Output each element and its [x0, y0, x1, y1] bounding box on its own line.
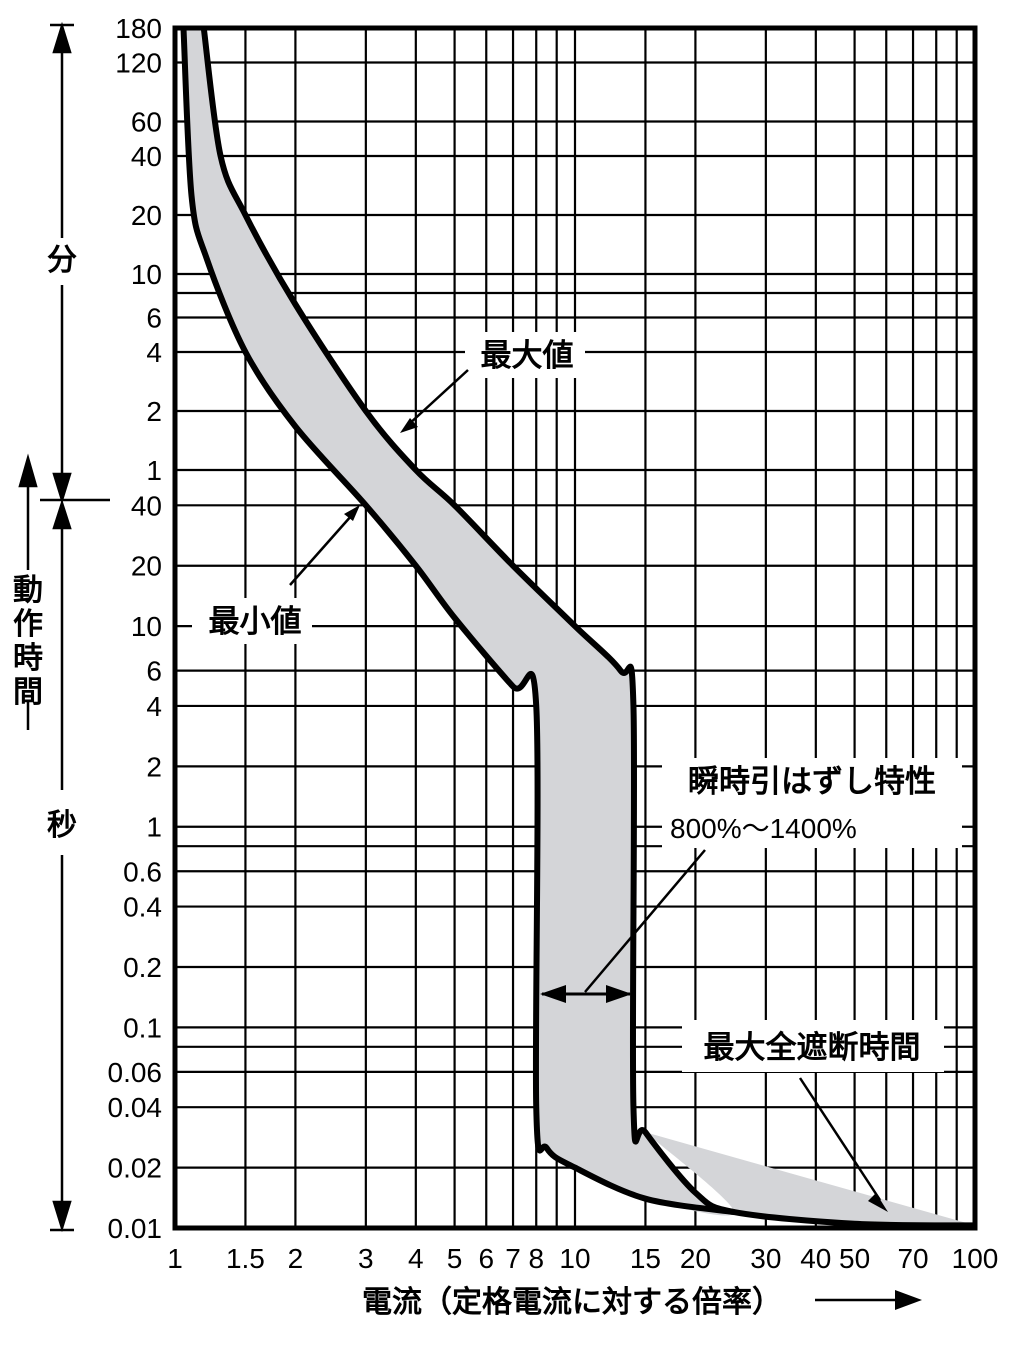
x-tick-label: 100 — [952, 1243, 999, 1274]
minutes-label: 分 — [47, 243, 77, 278]
x-axis-arrow — [815, 1290, 922, 1310]
plot-frame — [172, 25, 978, 1231]
x-tick-label: 30 — [750, 1243, 781, 1274]
y-unit-axis — [18, 21, 110, 1233]
y-tick-label: 0.1 — [123, 1012, 162, 1043]
y-tick-label: 6 — [146, 656, 162, 687]
y-tick-label: 40 — [131, 141, 162, 172]
annotation-instant: 瞬時引はずし特性 800%〜1400% — [540, 758, 962, 1003]
x-tick-label: 3 — [358, 1243, 374, 1274]
max-curve — [200, 27, 976, 1229]
x-tick-label: 7 — [505, 1243, 521, 1274]
y-tick-label: 1 — [146, 455, 162, 486]
y-tick-label: 0.06 — [108, 1057, 163, 1088]
x-tick-label: 1.5 — [226, 1243, 265, 1274]
y-tick-labels: 18012060402010642140201064210.60.40.20.1… — [108, 13, 163, 1244]
min-label: 最小値 — [209, 604, 302, 640]
x-axis-label: 電流（定格電流に対する倍率） — [362, 1285, 782, 1320]
max-label: 最大値 — [481, 338, 574, 374]
annotation-max: 最大値 — [400, 332, 585, 433]
x-tick-label: 10 — [559, 1243, 590, 1274]
y-tick-label: 180 — [115, 13, 162, 44]
y-tick-label: 0.6 — [123, 856, 162, 887]
x-tick-label: 6 — [478, 1243, 494, 1274]
y-tick-label: 0.01 — [108, 1213, 163, 1244]
y-axis-label: 動作時間 — [13, 573, 43, 710]
y-tick-label: 2 — [146, 751, 162, 782]
y-tick-label: 10 — [131, 259, 162, 290]
annotation-total-break: 最大全遮断時間 — [682, 1020, 944, 1212]
tolerance-band — [183, 28, 976, 1226]
annotation-min: 最小値 — [192, 505, 360, 644]
y-tick-label: 120 — [115, 48, 162, 79]
x-tick-label: 50 — [839, 1243, 870, 1274]
seconds-label: 秒 — [47, 808, 77, 843]
x-tick-label: 15 — [630, 1243, 661, 1274]
y-tick-label: 10 — [131, 611, 162, 642]
instant-label: 瞬時引はずし特性 — [688, 764, 936, 800]
y-tick-label: 0.4 — [123, 892, 162, 923]
y-tick-label: 6 — [146, 302, 162, 333]
x-tick-label: 4 — [408, 1243, 424, 1274]
x-tick-label: 8 — [528, 1243, 544, 1274]
y-tick-label: 4 — [146, 337, 162, 368]
x-tick-label: 2 — [288, 1243, 304, 1274]
y-tick-label: 0.04 — [108, 1092, 163, 1123]
instant-range: 800%〜1400% — [670, 813, 857, 844]
y-tick-label: 4 — [146, 691, 162, 722]
x-tick-labels: 1 1.5 2 3 4 5 6 7 8 10 15 20 30 40 50 70 100 — [167, 1243, 998, 1274]
total-break-label: 最大全遮断時間 — [704, 1030, 921, 1066]
min-curve — [180, 27, 735, 1216]
y-tick-label: 2 — [146, 396, 162, 427]
y-tick-label: 20 — [131, 551, 162, 582]
y-tick-label: 0.02 — [108, 1153, 163, 1184]
x-tick-label: 20 — [680, 1243, 711, 1274]
y-tick-label: 1 — [146, 812, 162, 843]
x-tick-label: 1 — [167, 1243, 183, 1274]
x-tick-label: 40 — [800, 1243, 831, 1274]
y-tick-label: 40 — [131, 490, 162, 521]
x-tick-label: 70 — [897, 1243, 928, 1274]
y-tick-label: 20 — [131, 200, 162, 231]
y-tick-label: 0.2 — [123, 952, 162, 983]
x-tick-label: 5 — [447, 1243, 463, 1274]
y-tick-label: 60 — [131, 107, 162, 138]
